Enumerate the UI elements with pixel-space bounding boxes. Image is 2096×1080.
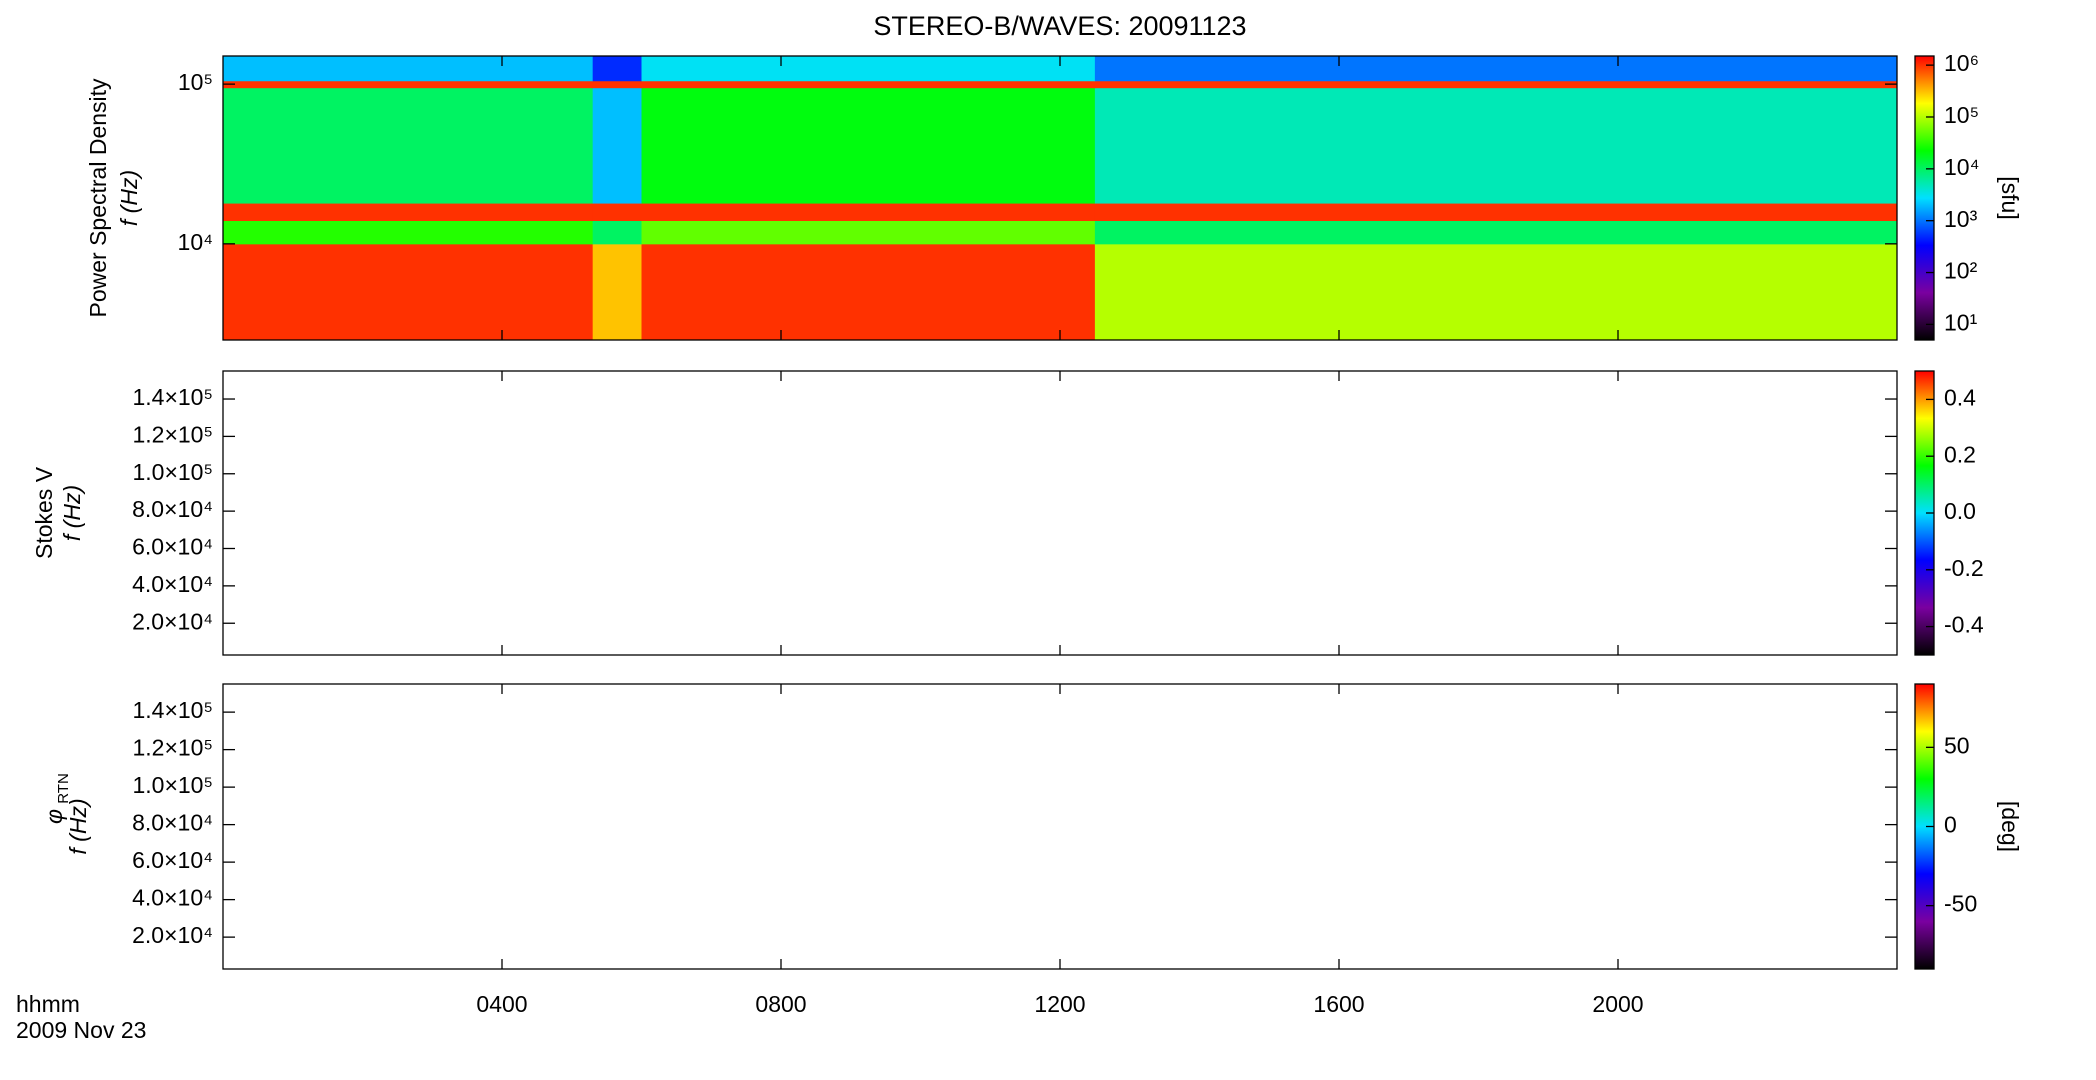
colorbar-label: [sfu] [1997, 176, 2023, 219]
y-tick-label: 10⁵ [178, 69, 213, 95]
colorbar-tick-label: 10² [1944, 258, 1978, 284]
heatmap-cell [223, 80, 594, 89]
x-axis-date: 2009 Nov 23 [16, 1017, 146, 1043]
y-tick-label: 6.0×10⁴ [132, 847, 213, 873]
heatmap-cell [641, 220, 1096, 245]
heatmap-cell [223, 243, 594, 341]
heatmap-cell [223, 56, 594, 82]
heatmap-cell [223, 220, 594, 245]
heatmap-cell [1094, 220, 1898, 245]
y-tick-label: 8.0×10⁴ [132, 496, 213, 522]
y-axis-label: Stokes V [31, 466, 57, 559]
colorbar-tick-label: -0.2 [1944, 555, 1984, 581]
x-tick-label: 2000 [1592, 991, 1643, 1017]
y-axis-label: f (Hz) [65, 798, 91, 854]
colorbar-tick-label: 10³ [1944, 206, 1978, 232]
y-tick-label: 4.0×10⁴ [132, 571, 213, 597]
heatmap-cell [641, 56, 1096, 82]
colorbar-tick-label: 10⁵ [1944, 102, 1979, 128]
y-tick-label: 1.2×10⁵ [132, 735, 213, 761]
heatmap-cell [1094, 80, 1898, 89]
y-axis-label: f (Hz) [116, 170, 142, 226]
heatmap-cell [641, 243, 1096, 341]
x-tick-label: 0400 [476, 991, 527, 1017]
x-tick-label: 1200 [1034, 991, 1085, 1017]
heatmap-cell [1094, 56, 1898, 82]
heatmap-cell [223, 203, 594, 222]
y-axis-symbol: φ [41, 809, 67, 824]
y-tick-label: 2.0×10⁴ [132, 608, 213, 634]
colorbar-tick-label: 0.0 [1944, 498, 1976, 524]
heatmap-cell [592, 87, 642, 204]
colorbar-tick-label: 0.4 [1944, 384, 1976, 410]
y-axis-label: f (Hz) [59, 485, 85, 541]
heatmap-cell [592, 243, 642, 341]
colorbar-tick-label: 0.2 [1944, 441, 1976, 467]
colorbar-tick-label: 10⁶ [1944, 50, 1979, 76]
x-axis-label: hhmm [16, 991, 80, 1017]
y-tick-label: 1.0×10⁵ [132, 459, 213, 485]
y-axis-label: Power Spectral Density [85, 78, 111, 318]
heatmap-cell [1094, 87, 1898, 204]
y-tick-label: 2.0×10⁴ [132, 922, 213, 948]
colorbar-tick-label: -0.4 [1944, 612, 1984, 638]
y-tick-label: 10⁴ [178, 229, 213, 255]
colorbar-tick-label: 10¹ [1944, 309, 1978, 335]
colorbar-tick-label: 0 [1944, 812, 1957, 838]
y-tick-label: 1.2×10⁵ [132, 421, 213, 447]
heatmap-cell [223, 87, 594, 204]
colorbar-label: [deg] [1997, 801, 2023, 852]
heatmap-cell [592, 220, 642, 245]
y-tick-label: 1.0×10⁵ [132, 772, 213, 798]
plot-frame [222, 683, 1898, 970]
y-axis-subscript: RTN [55, 773, 72, 804]
y-tick-label: 6.0×10⁴ [132, 534, 213, 560]
heatmap-cell [1094, 243, 1898, 341]
y-tick-label: 1.4×10⁵ [132, 384, 213, 410]
heatmap-cell [592, 56, 642, 82]
heatmap-cell [592, 80, 642, 89]
colorbar-tick-label: -50 [1944, 891, 1977, 917]
colorbar-tick-label: 50 [1944, 732, 1970, 758]
y-tick-label: 1.4×10⁵ [132, 697, 213, 723]
heatmap-cell [1094, 203, 1898, 222]
colorbar [1914, 55, 1935, 341]
chart-title: STEREO-B/WAVES: 20091123 [873, 11, 1246, 41]
heatmap-cell [641, 87, 1096, 204]
colorbar-tick-label: 10⁴ [1944, 154, 1979, 180]
y-tick-label: 8.0×10⁴ [132, 810, 213, 836]
heatmap-cell [592, 203, 642, 222]
heatmap-cell [641, 203, 1096, 222]
x-tick-label: 0800 [755, 991, 806, 1017]
x-tick-label: 1600 [1313, 991, 1364, 1017]
plot-frame [222, 370, 1898, 656]
heatmap-cell [641, 80, 1096, 89]
y-tick-label: 4.0×10⁴ [132, 885, 213, 911]
